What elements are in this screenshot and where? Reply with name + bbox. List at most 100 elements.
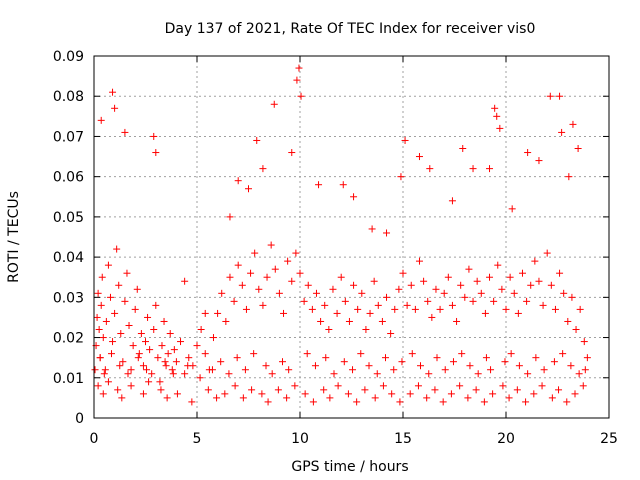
- data-point: [152, 301, 160, 309]
- y-tick-label: 0: [75, 411, 84, 427]
- data-point: [337, 273, 345, 281]
- data-point: [499, 382, 507, 390]
- data-point: [530, 390, 538, 398]
- data-point: [146, 346, 154, 354]
- data-point: [267, 241, 275, 249]
- y-tick-label: 0.02: [53, 331, 84, 347]
- data-point: [464, 394, 472, 402]
- data-point: [411, 305, 419, 313]
- data-point: [225, 370, 233, 378]
- data-point: [481, 309, 489, 317]
- data-point: [106, 293, 114, 301]
- data-point: [469, 165, 477, 173]
- data-point: [491, 104, 499, 112]
- data-point: [453, 317, 461, 325]
- data-point: [181, 370, 189, 378]
- data-point: [162, 362, 170, 370]
- data-point: [115, 281, 123, 289]
- x-axis-title: GPS time / hours: [291, 459, 408, 475]
- data-point: [325, 326, 333, 334]
- data-point: [320, 386, 328, 394]
- data-point: [505, 394, 513, 402]
- data-point: [270, 100, 278, 108]
- data-point: [97, 116, 105, 124]
- data-point: [259, 301, 267, 309]
- data-point: [417, 362, 425, 370]
- data-point: [431, 386, 439, 394]
- data-point: [381, 354, 389, 362]
- data-point: [135, 350, 143, 358]
- axes: 0 0.01 0.02 0.03 0.04 0.05 0.06 0.07 0.08 0.09 0 5 1…: [53, 49, 618, 447]
- y-tick-label: 0.01: [53, 371, 84, 387]
- data-point: [515, 362, 523, 370]
- data-point: [312, 289, 320, 297]
- data-point: [170, 346, 178, 354]
- data-point: [258, 390, 266, 398]
- data-point: [109, 88, 117, 96]
- data-point: [458, 350, 466, 358]
- data-point: [498, 285, 506, 293]
- data-point: [113, 245, 121, 253]
- data-point: [172, 358, 180, 366]
- data-point: [293, 76, 301, 84]
- data-point: [414, 382, 422, 390]
- data-point: [362, 326, 370, 334]
- data-point: [523, 297, 531, 305]
- data-point: [403, 301, 411, 309]
- data-point: [111, 104, 119, 112]
- data-point: [496, 124, 504, 132]
- data-point: [152, 149, 160, 157]
- data-point: [288, 277, 296, 285]
- data-point: [357, 350, 365, 358]
- data-point: [315, 181, 323, 189]
- data-point: [565, 173, 573, 181]
- data-point: [185, 354, 193, 362]
- data-point: [432, 285, 440, 293]
- data-point: [226, 273, 234, 281]
- data-point: [532, 354, 540, 362]
- data-point: [396, 398, 404, 406]
- data-point: [371, 394, 379, 402]
- data-point: [424, 297, 432, 305]
- data-point: [263, 273, 271, 281]
- data-point: [507, 350, 515, 358]
- data-point: [395, 285, 403, 293]
- chart-title: Day 137 of 2021, Rate Of TEC Index for r…: [165, 21, 536, 37]
- data-point: [311, 362, 319, 370]
- data-point: [486, 165, 494, 173]
- data-point: [551, 305, 559, 313]
- data-point: [150, 132, 158, 140]
- x-tick-label: 10: [291, 431, 309, 447]
- data-point: [334, 382, 342, 390]
- data-point: [539, 301, 547, 309]
- data-point: [378, 317, 386, 325]
- data-point: [469, 297, 477, 305]
- data-point: [508, 205, 516, 213]
- data-point: [97, 301, 105, 309]
- data-point: [226, 213, 234, 221]
- data-point: [91, 366, 99, 374]
- data-point: [127, 382, 135, 390]
- data-point: [535, 157, 543, 165]
- data-point: [247, 269, 255, 277]
- data-point: [408, 350, 416, 358]
- data-point: [391, 305, 399, 313]
- data-point: [524, 149, 532, 157]
- y-tick-label: 0.04: [53, 250, 84, 266]
- data-point: [482, 354, 490, 362]
- data-point: [284, 257, 292, 265]
- y-axis-title: ROTI / TECUs: [6, 191, 22, 283]
- data-point: [555, 386, 563, 394]
- data-points: [91, 64, 591, 406]
- data-point: [527, 281, 535, 289]
- data-point: [480, 398, 488, 406]
- data-point: [193, 342, 201, 350]
- plot-frame: [93, 55, 610, 419]
- data-point: [197, 326, 205, 334]
- data-point: [559, 350, 567, 358]
- data-point: [449, 358, 457, 366]
- data-point: [268, 370, 276, 378]
- data-point: [556, 269, 564, 277]
- data-point: [169, 370, 177, 378]
